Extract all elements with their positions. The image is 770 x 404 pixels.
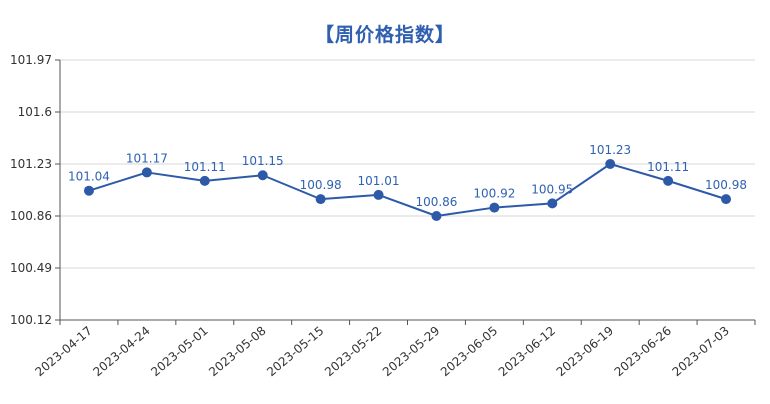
data-label: 101.23	[589, 143, 631, 157]
grid-lines	[60, 59, 755, 269]
data-point	[257, 170, 268, 181]
y-tick-label: 100.12	[10, 313, 52, 327]
data-label: 101.01	[358, 174, 400, 188]
data-point	[605, 159, 616, 169]
x-tick-label: 2023-05-29	[380, 324, 442, 380]
x-tick-label: 2023-06-19	[554, 324, 616, 380]
x-tick-label: 2023-04-24	[90, 324, 152, 380]
y-tick-label: 100.86	[10, 209, 52, 223]
x-tick-label: 2023-05-15	[264, 324, 326, 380]
data-point	[373, 189, 384, 200]
data-points	[83, 159, 732, 221]
data-point	[489, 202, 500, 213]
data-label: 101.17	[126, 151, 168, 165]
data-point	[315, 194, 326, 205]
x-tick-label: 2023-06-12	[496, 324, 558, 380]
y-tick-label: 101.23	[10, 157, 52, 171]
y-tick-label: 100.49	[10, 261, 52, 275]
data-point	[431, 211, 442, 221]
data-label: 100.92	[473, 187, 515, 201]
x-tick-label: 2023-06-05	[438, 324, 500, 380]
data-point	[547, 198, 558, 209]
data-label: 100.86	[415, 195, 457, 209]
data-point	[83, 185, 94, 196]
data-label: 101.04	[68, 170, 110, 184]
data-label: 100.98	[300, 178, 342, 192]
data-label: 101.11	[647, 160, 689, 174]
data-point	[199, 175, 210, 186]
x-tick-label: 2023-07-03	[670, 324, 732, 380]
y-tick-label: 101.97	[10, 53, 52, 67]
data-point	[663, 175, 674, 186]
series-line	[88, 163, 727, 217]
x-tick-label: 2023-04-17	[32, 324, 94, 380]
data-labels: 101.04 101.17 101.11 101.15 100.98 101.01 100.…	[68, 143, 747, 209]
data-label: 100.98	[705, 178, 747, 192]
series-polyline	[88, 163, 727, 217]
data-point	[141, 167, 152, 178]
data-point	[721, 194, 732, 205]
x-tick-label: 2023-05-22	[322, 324, 384, 380]
chart-title: 【周价格指数】	[314, 24, 455, 46]
x-tick-label: 2023-06-26	[612, 324, 674, 380]
x-tick-label: 2023-05-08	[206, 324, 268, 380]
data-label: 101.11	[184, 160, 226, 174]
data-label: 101.15	[242, 154, 284, 168]
x-tick-label: 2023-05-01	[148, 324, 210, 380]
y-tick-label: 101.6	[18, 105, 52, 119]
data-label: 100.95	[531, 182, 573, 196]
